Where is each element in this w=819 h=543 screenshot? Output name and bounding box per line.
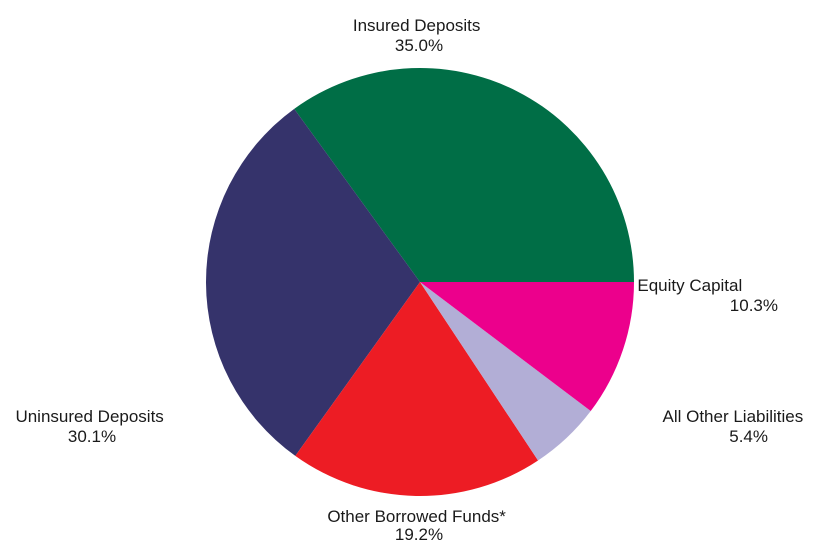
label-other-borrowed-funds: Other Borrowed Funds* 19.2% xyxy=(327,507,510,543)
label-other-borrowed-funds-name: Other Borrowed Funds* xyxy=(327,507,506,526)
label-all-other-liabilities: All Other Liabilities 5.4% xyxy=(662,407,808,446)
slice-equity-capital xyxy=(420,282,634,412)
label-uninsured-deposits-name: Uninsured Deposits xyxy=(15,407,163,426)
pie-slices xyxy=(205,67,634,497)
label-other-borrowed-funds-value: 19.2% xyxy=(395,525,443,543)
label-uninsured-deposits-value: 30.1% xyxy=(68,427,116,446)
label-all-other-liabilities-name: All Other Liabilities xyxy=(662,407,803,426)
slice-all-other-liabilities xyxy=(420,282,591,461)
label-insured-deposits: Insured Deposits 35.0% xyxy=(353,16,485,55)
slice-insured-deposits xyxy=(294,67,634,283)
slice-other-borrowed-funds xyxy=(295,282,539,497)
label-equity-capital-name: Equity Capital xyxy=(637,276,742,295)
label-insured-deposits-value: 35.0% xyxy=(395,36,443,55)
label-insured-deposits-name: Insured Deposits xyxy=(353,16,481,35)
label-equity-capital: Equity Capital 10.3% xyxy=(637,276,778,315)
label-equity-capital-value: 10.3% xyxy=(730,296,778,315)
label-uninsured-deposits: Uninsured Deposits 30.1% xyxy=(15,407,168,446)
slice-uninsured-deposits xyxy=(205,108,420,456)
label-all-other-liabilities-value: 5.4% xyxy=(729,427,768,446)
